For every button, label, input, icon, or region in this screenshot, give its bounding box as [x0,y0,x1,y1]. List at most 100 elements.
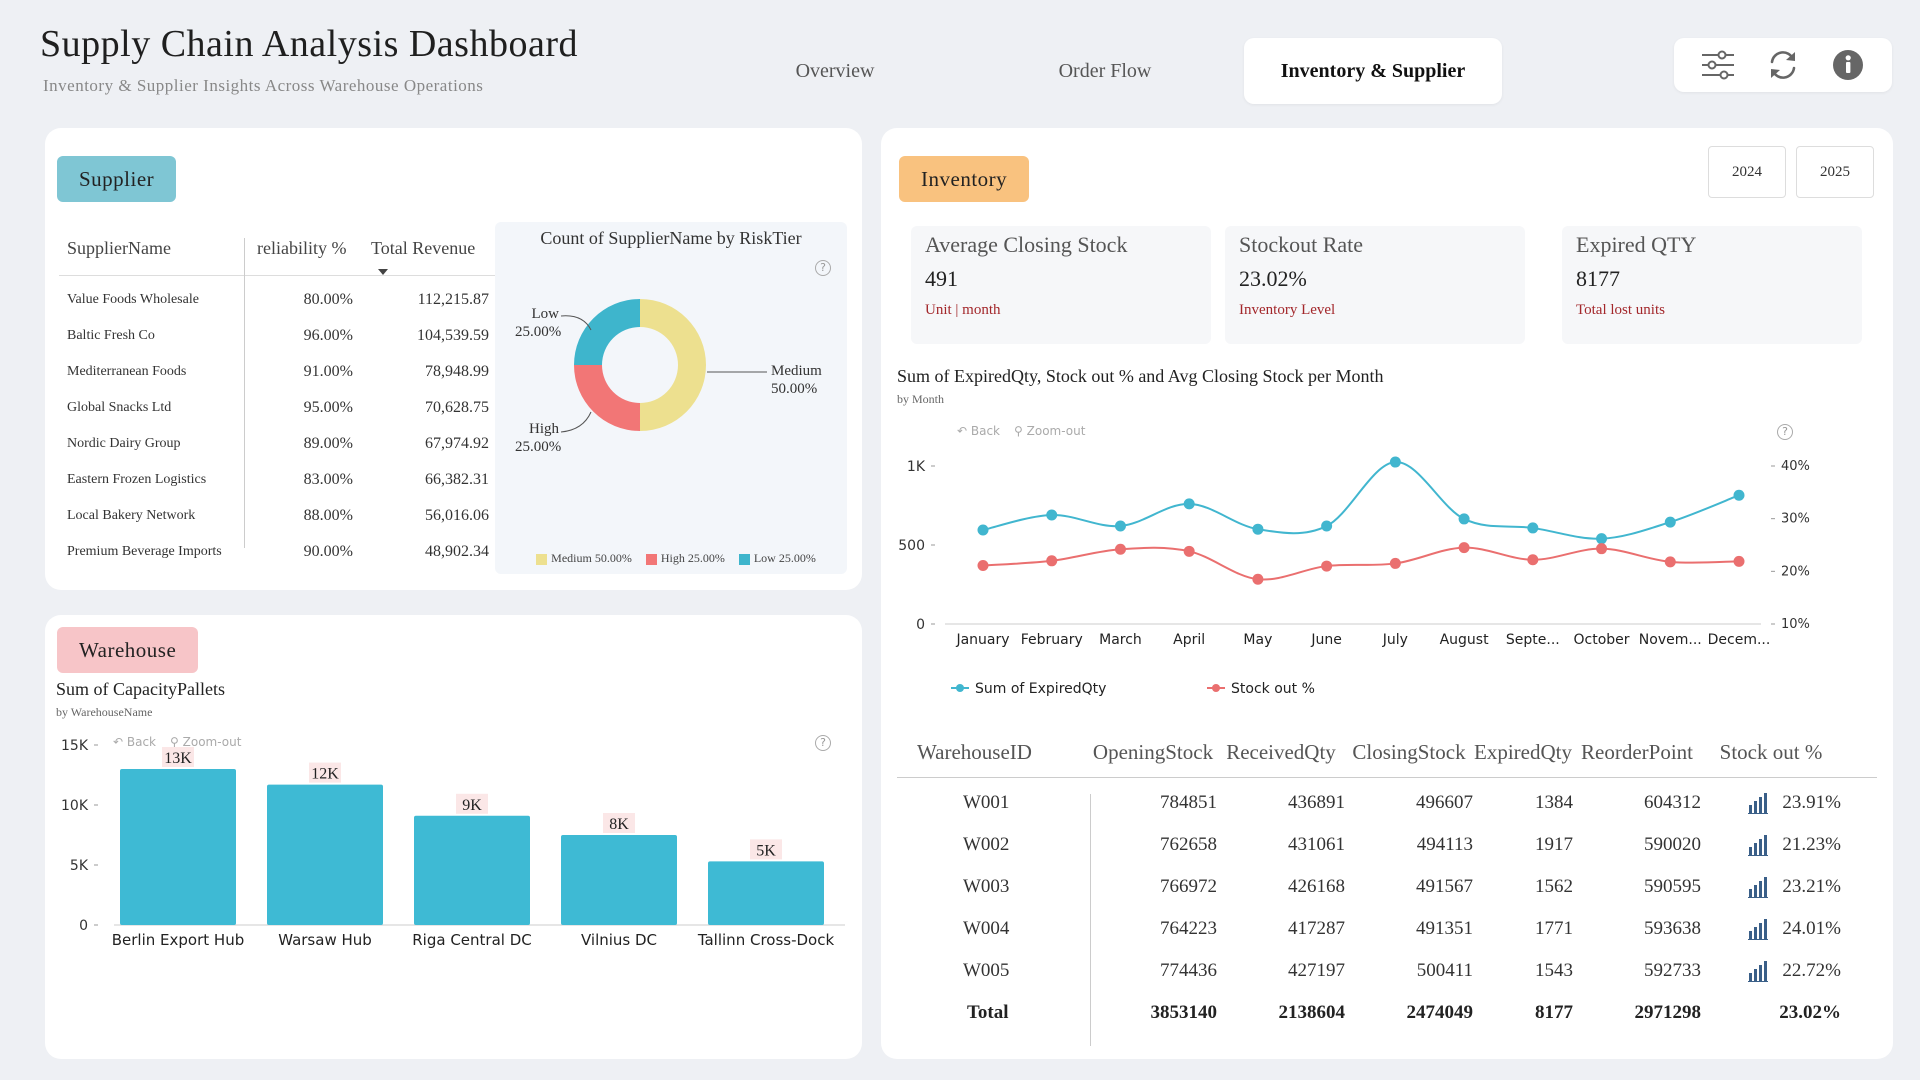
medium-value: 50.00% [771,381,818,397]
zoom-out-button[interactable]: ⚲ Zoom-out [1014,424,1086,438]
revenue-value: 70,628.75 [425,399,489,416]
data-point[interactable] [977,560,989,572]
data-point[interactable] [1527,554,1539,566]
table-row[interactable]: Value Foods Wholesale 80.00% 112,215.87 [59,282,529,318]
bar[interactable] [708,861,824,925]
help-icon[interactable]: ? [815,260,831,276]
bar-chart-icon [1748,961,1769,982]
bar[interactable] [414,815,530,925]
col-warehouse-id[interactable]: WarehouseID [917,740,1032,764]
medium-name: Medium [771,363,822,379]
sliders-icon[interactable] [1698,45,1738,85]
zoom-out-button[interactable]: ⚲ Zoom-out [170,735,242,749]
year-2024-button[interactable]: 2024 [1708,146,1786,198]
col-total-revenue[interactable]: Total Revenue [371,238,476,258]
legend-item-medium[interactable]: Medium 50.00% [536,551,632,566]
stockout-value: 23.91% [1782,792,1841,813]
data-point[interactable] [1596,543,1608,555]
back-button[interactable]: ↶ Back [113,735,157,749]
revenue-value: 67,974.92 [425,435,489,452]
legend-text[interactable]: Sum of ExpiredQty [975,681,1106,697]
table-row[interactable]: Local Bakery Network 88.00% 56,016.06 [59,498,529,534]
sort-desc-icon[interactable] [378,269,388,275]
data-point[interactable] [1389,557,1401,569]
data-point[interactable] [1114,543,1126,555]
x-tick-label: October [1574,632,1630,648]
legend-item-low[interactable]: Low 25.00% [738,551,816,566]
data-point[interactable] [1664,516,1676,528]
data-point[interactable] [1458,542,1470,554]
tab-overview[interactable]: Overview [795,59,875,82]
supplier-table: SupplierName reliability % Total Revenue… [59,222,529,570]
donut-slice-medium[interactable] [640,299,706,431]
kpi-value: 23.02% [1239,266,1307,291]
legend-swatch [738,553,750,565]
data-point[interactable] [1046,509,1058,521]
table-divider [1090,794,1091,1046]
table-row[interactable]: W005 774436 427197 500411 1543 592733 22.72% [897,950,1877,992]
refresh-icon[interactable] [1763,45,1803,85]
donut-slice-low[interactable] [574,299,640,365]
table-row[interactable]: Mediterranean Foods 91.00% 78,948.99 [59,354,529,390]
year-2025-button[interactable]: 2025 [1796,146,1874,198]
x-tick-label: Decem... [1708,632,1771,648]
help-icon[interactable]: ? [1777,424,1793,440]
table-row[interactable]: Eastern Frozen Logistics 83.00% 66,382.31 [59,462,529,498]
table-row[interactable]: W001 784851 436891 496607 1384 604312 23.91% [897,782,1877,824]
legend-swatch [536,553,548,565]
table-row[interactable]: Nordic Dairy Group 89.00% 67,974.92 [59,426,529,462]
data-point[interactable] [1664,556,1676,568]
data-point[interactable] [1596,533,1608,545]
bar[interactable] [120,769,236,925]
data-point[interactable] [1389,456,1401,468]
col-reorder-point[interactable]: ReorderPoint [1581,740,1693,764]
data-point[interactable] [1183,498,1195,510]
expired-qty: 1562 [1535,876,1573,897]
received-qty: 427197 [1288,960,1345,981]
data-point[interactable] [1252,573,1264,585]
expired-qty: 1917 [1535,834,1573,855]
data-point[interactable] [1458,513,1470,525]
data-point[interactable] [1252,523,1264,535]
table-row[interactable]: Global Snacks Ltd 95.00% 70,628.75 [59,390,529,426]
col-supplier-name[interactable]: SupplierName [67,238,171,258]
table-row[interactable]: W003 766972 426168 491567 1562 590595 23.21% [897,866,1877,908]
info-icon[interactable] [1828,45,1868,85]
data-point[interactable] [1527,522,1539,534]
table-row[interactable]: Premium Beverage Imports 90.00% 48,902.34 [59,534,529,570]
tab-order-flow[interactable]: Order Flow [1058,59,1152,82]
y-tick-label-left: 0 [916,617,925,633]
data-point[interactable] [1733,555,1745,567]
data-point[interactable] [1183,545,1195,557]
bar[interactable] [561,835,677,925]
table-row[interactable]: Baltic Fresh Co 96.00% 104,539.59 [59,318,529,354]
reliability-value: 95.00% [303,399,353,416]
table-row[interactable]: W002 762658 431061 494113 1917 590020 21.23% [897,824,1877,866]
x-tick-label: Novem... [1639,632,1702,648]
col-expired-qty[interactable]: ExpiredQty [1474,740,1572,764]
total-reorder: 2971298 [1634,1002,1702,1023]
col-reliability[interactable]: reliability % [257,238,347,258]
col-received-qty[interactable]: ReceivedQty [1226,740,1336,764]
legend-text[interactable]: Stock out % [1231,681,1315,697]
kpi-title: Stockout Rate [1239,232,1364,257]
x-tick-label: July [1382,632,1408,648]
bar[interactable] [267,784,383,925]
col-opening-stock[interactable]: OpeningStock [1092,740,1214,764]
col-stock-out[interactable]: Stock out % [1719,740,1823,764]
donut-slice-high[interactable] [574,365,640,431]
data-point[interactable] [1114,520,1126,532]
opening-stock: 762658 [1160,834,1217,855]
data-point[interactable] [977,524,989,536]
tab-inventory-supplier[interactable]: Inventory & Supplier [1244,38,1502,104]
data-point[interactable] [1321,520,1333,532]
reliability-value: 83.00% [303,471,353,488]
legend-item-high[interactable]: High 25.00% [645,551,725,566]
back-button[interactable]: ↶ Back [957,424,1001,438]
data-point[interactable] [1321,560,1333,572]
help-icon[interactable]: ? [815,735,831,751]
data-point[interactable] [1046,555,1058,567]
table-row[interactable]: W004 764223 417287 491351 1771 593638 24.01% [897,908,1877,950]
data-point[interactable] [1733,489,1745,501]
col-closing-stock[interactable]: ClosingStock [1352,740,1466,764]
